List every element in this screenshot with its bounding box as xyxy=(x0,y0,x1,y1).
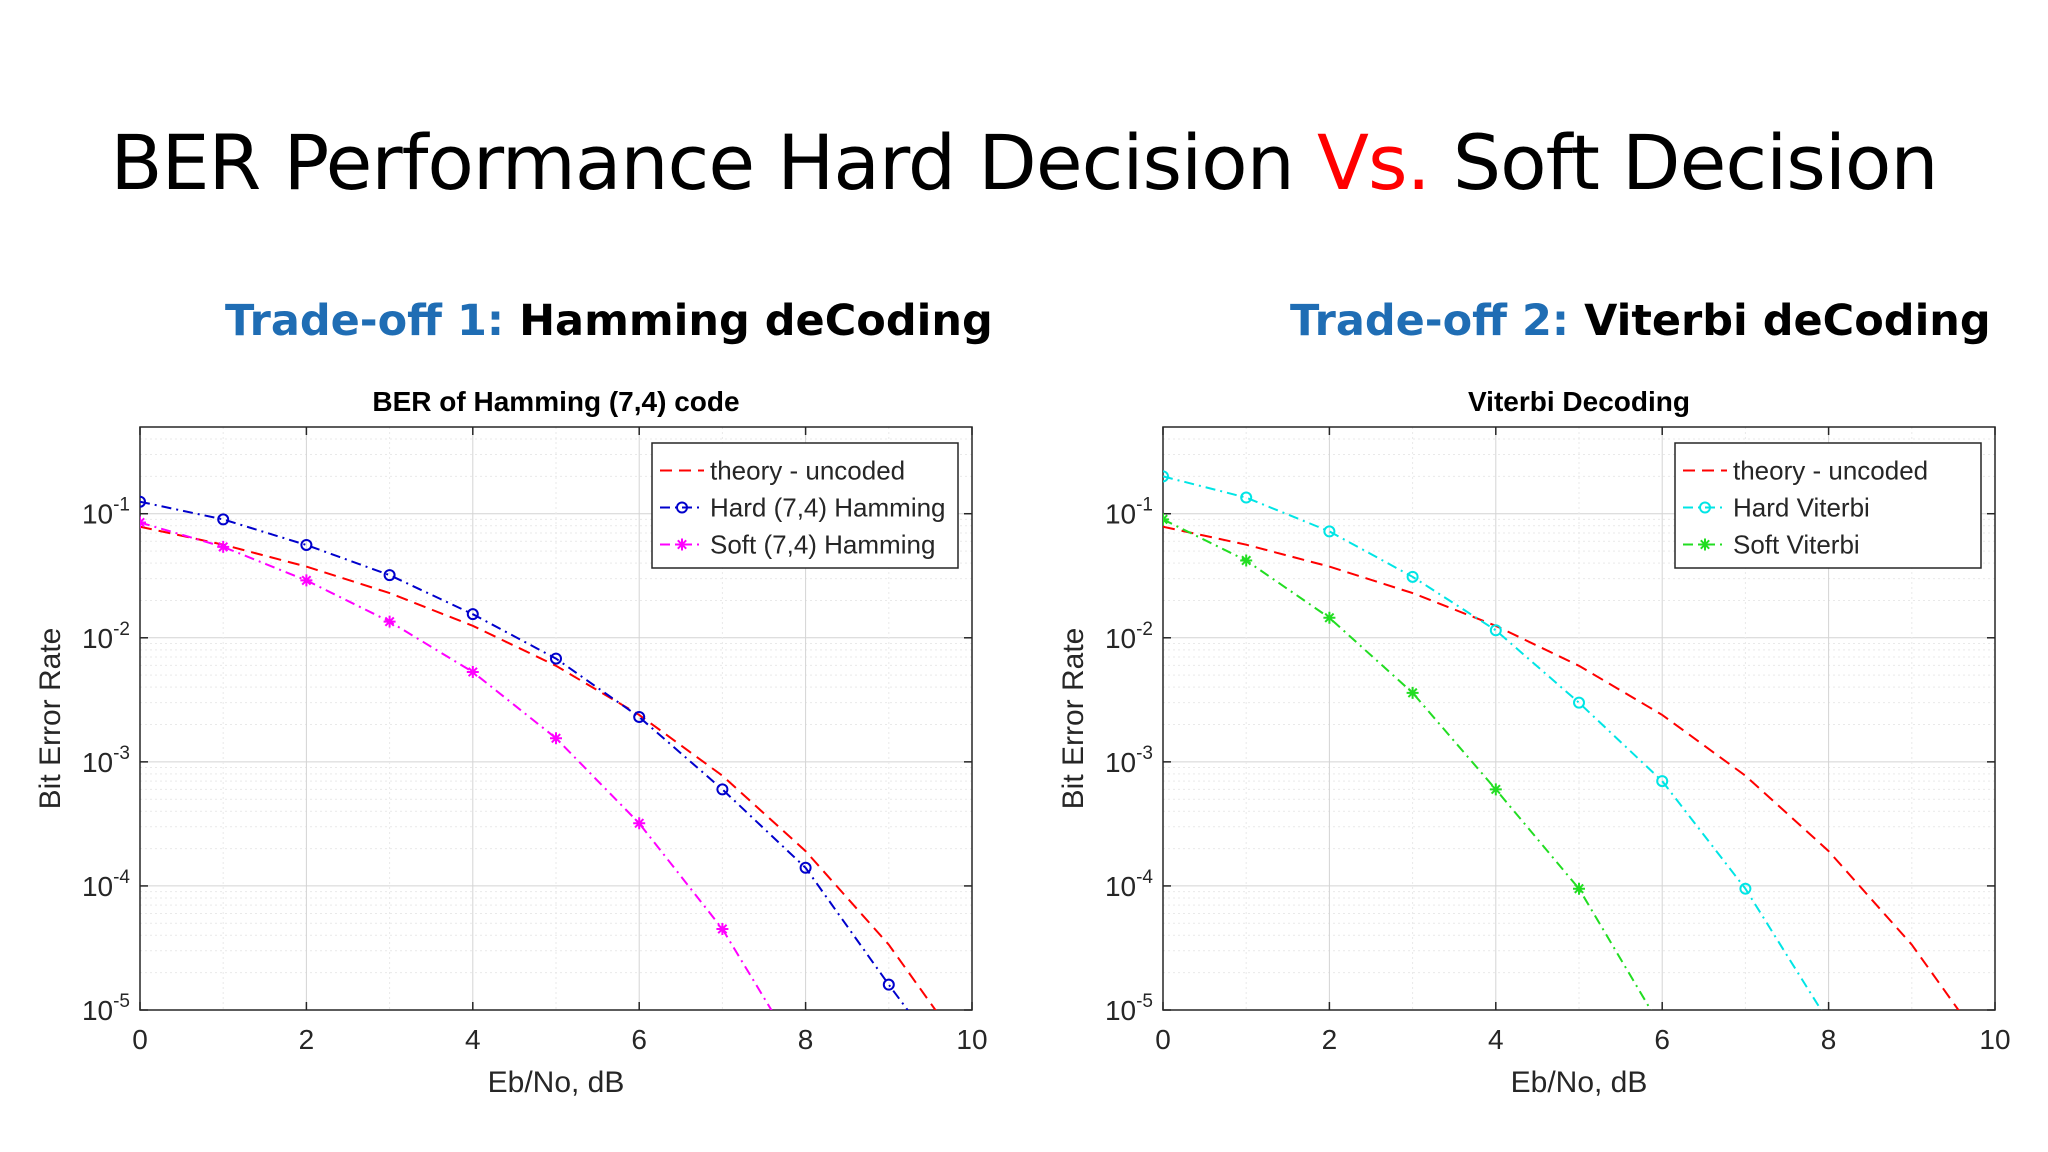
legend-box xyxy=(1674,442,1982,569)
legend-label: Soft (7,4) Hamming xyxy=(710,530,935,560)
data-point xyxy=(550,652,562,665)
chart-title: BER of Hamming (7,4) code xyxy=(372,386,739,417)
hamming-ber-chart: BER of Hamming (7,4) code 0 2 4 6 8 10 10-1 10-2… xyxy=(34,386,988,1099)
y-axis-label: Bit Error Rate xyxy=(1057,628,1090,810)
x-tick-label: 6 xyxy=(631,1024,647,1055)
slide-title-part2: Soft Decision xyxy=(1429,118,1939,207)
x-tick-label: 0 xyxy=(1155,1024,1171,1055)
data-point xyxy=(1739,882,1752,895)
y-tick-label: 10-4 xyxy=(1105,867,1153,902)
data-point xyxy=(1163,513,1169,526)
legend-label: Hard (7,4) Hamming xyxy=(710,493,946,523)
right-subtitle-rest: Viterbi deCoding xyxy=(1569,296,1991,346)
x-axis-label: Eb/No, dB xyxy=(1511,1066,1648,1099)
plot-frame xyxy=(139,426,973,1011)
data-point xyxy=(1489,783,1502,796)
data-point xyxy=(1406,686,1419,699)
grid xyxy=(139,426,973,1011)
legend: theory - uncoded Hard Viterbi Soft Viterbi xyxy=(1674,442,1982,569)
x-axis-label: Eb/No, dB xyxy=(488,1066,625,1099)
data-point xyxy=(550,732,562,745)
data-point xyxy=(466,666,479,678)
left-subtitle-lead: Trade-off 1: xyxy=(225,296,505,346)
data-point xyxy=(217,513,230,526)
series-line xyxy=(140,500,909,1010)
y-tick-label: 10-3 xyxy=(82,743,130,778)
data-point xyxy=(633,710,646,723)
series-line xyxy=(140,525,937,1010)
right-subtitle-lead: Trade-off 2: xyxy=(1290,296,1570,346)
data-point xyxy=(1323,611,1336,624)
data-point xyxy=(383,569,396,582)
data-point xyxy=(1163,470,1169,483)
data-point xyxy=(799,861,812,874)
x-tick-label: 10 xyxy=(1979,1024,2010,1055)
data-point xyxy=(466,608,479,621)
series-group xyxy=(140,495,937,1010)
plot-frame xyxy=(1162,426,1996,1011)
legend-label: Soft Viterbi xyxy=(1733,530,1860,560)
data-point xyxy=(1656,775,1669,788)
data-point xyxy=(1240,491,1253,504)
y-tick-label: 10-2 xyxy=(82,619,130,654)
data-point xyxy=(383,615,396,628)
y-tick-label: 10-1 xyxy=(1105,495,1153,530)
series-line xyxy=(1163,525,1960,1010)
y-tick-label: 10-5 xyxy=(1105,991,1153,1026)
data-point xyxy=(716,922,729,935)
legend-marker xyxy=(1699,501,1711,514)
viterbi-ber-chart: Viterbi Decoding 0 2 4 6 8 10 10-1 10-2 10-3 10-4 1… xyxy=(1057,386,2011,1099)
y-tick-label: 10-5 xyxy=(82,991,130,1026)
x-tick-label: 4 xyxy=(465,1024,481,1055)
y-tick-label: 10-3 xyxy=(1105,743,1153,778)
chart-title: Viterbi Decoding xyxy=(1468,386,1690,417)
y-axis-label: Bit Error Rate xyxy=(34,628,67,810)
y-tick-label: 10-1 xyxy=(82,495,130,530)
slide-title-part1: BER Performance Hard Decision xyxy=(110,118,1318,207)
legend-label: theory - uncoded xyxy=(710,456,905,486)
legend: theory - uncoded Hard (7,4) Hamming Soft (… xyxy=(651,442,959,569)
data-point xyxy=(1573,696,1585,709)
x-tick-label: 4 xyxy=(1488,1024,1504,1055)
series-group xyxy=(1163,470,1960,1010)
data-point xyxy=(217,540,230,553)
x-tick-label: 8 xyxy=(798,1024,814,1055)
data-point xyxy=(882,978,895,991)
right-subtitle: Trade-off 2: Viterbi deCoding xyxy=(1290,296,1991,346)
data-point xyxy=(300,538,313,551)
legend-label: theory - uncoded xyxy=(1733,456,1928,486)
data-point xyxy=(716,783,729,796)
data-point xyxy=(1573,882,1585,895)
y-tick-label: 10-2 xyxy=(1105,619,1153,654)
legend-marker xyxy=(676,501,688,514)
x-tick-label: 6 xyxy=(1654,1024,1670,1055)
left-subtitle: Trade-off 1: Hamming deCoding xyxy=(225,296,993,346)
series-line xyxy=(1163,475,1823,1010)
legend-box xyxy=(651,442,959,569)
legend-label: Hard Viterbi xyxy=(1733,493,1870,523)
legend-marker xyxy=(1699,538,1711,551)
legend-marker xyxy=(676,538,688,551)
data-point xyxy=(633,817,646,830)
data-point xyxy=(140,495,146,508)
x-tick-label: 10 xyxy=(956,1024,987,1055)
x-tick-label: 8 xyxy=(1821,1024,1837,1055)
slide-title-vs: Vs. xyxy=(1317,118,1431,207)
data-point xyxy=(1323,525,1336,538)
x-tick-label: 2 xyxy=(299,1024,315,1055)
left-subtitle-rest: Hamming deCoding xyxy=(504,296,993,346)
slide-title: BER Performance Hard Decision Vs. Soft D… xyxy=(0,118,2048,207)
series-line xyxy=(140,521,773,1010)
x-tick-label: 2 xyxy=(1322,1024,1338,1055)
y-tick-label: 10-4 xyxy=(82,867,130,902)
x-tick-label: 0 xyxy=(132,1024,148,1055)
data-point xyxy=(1240,554,1253,567)
data-point xyxy=(1489,624,1502,637)
data-point xyxy=(300,574,313,587)
data-point xyxy=(1406,570,1419,583)
